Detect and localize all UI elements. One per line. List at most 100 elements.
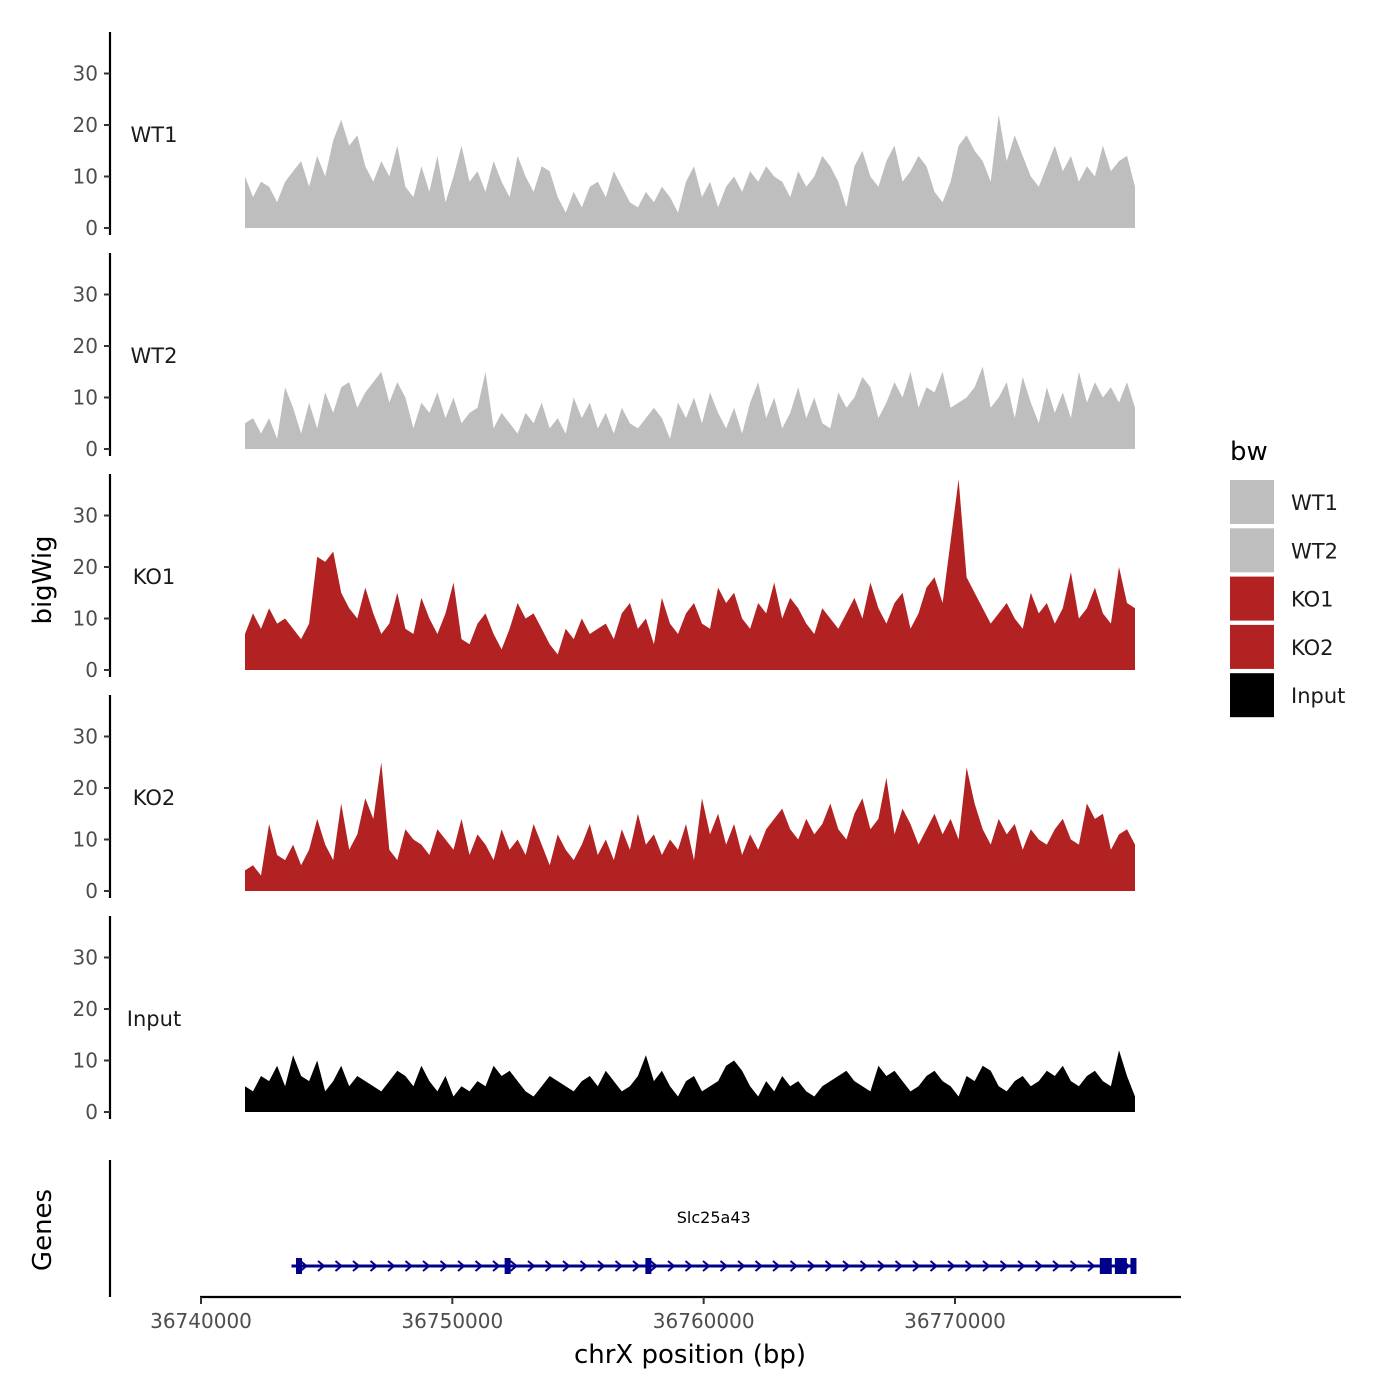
area-wt1 [245,114,1135,228]
exon [1099,1258,1112,1274]
y-tick-label: 20 [73,555,98,579]
y-tick-label: 0 [85,437,98,461]
strand-chevron [1052,1260,1061,1272]
legend-swatch-ko2 [1230,624,1274,669]
strand-chevron [492,1260,501,1272]
strand-chevron [789,1260,799,1272]
strand-chevron [597,1260,606,1272]
track-wt2: 0 10 20 30 WT2 [73,253,1135,461]
strand-chevron [422,1260,431,1272]
strand-chevron [824,1260,834,1272]
x-tick-label: 36750000 [401,1309,503,1333]
area-ko2 [245,762,1135,891]
strand-chevron [982,1260,991,1272]
y-tick-label: 10 [73,386,98,410]
y-tick-label: 30 [73,283,98,307]
track-label-wt2: WT2 [131,344,178,368]
strand-chevron [754,1260,764,1272]
y-tick-label: 20 [73,334,98,358]
strand-chevron [667,1260,676,1272]
genes-track: Slc25a43 [108,1160,1137,1297]
strand-chevron [1017,1260,1026,1272]
strand-chevron [772,1260,781,1272]
y-tick-label: 10 [73,828,98,852]
strand-chevron [509,1260,519,1272]
exon [296,1258,303,1274]
y-axis-title: bigWig [28,535,58,624]
strand-chevron [404,1260,414,1272]
y-tick-label: 0 [85,1100,98,1124]
legend-swatch-wt1 [1230,480,1274,524]
exon [504,1258,511,1274]
y-tick-label: 20 [73,113,98,137]
strand-chevron [632,1260,641,1272]
strand-chevron [457,1260,466,1272]
y-tick-label: 30 [73,725,98,749]
legend-label-input: Input [1291,684,1345,708]
exon [1114,1258,1127,1274]
y-tick-label: 10 [73,165,98,189]
strand-chevron [474,1260,484,1272]
legend-label-ko2: KO2 [1291,636,1334,660]
legend: bw WT1 WT2 KO1 KO2 Input [1230,437,1345,718]
y-tick-label: 30 [73,504,98,528]
exon [645,1258,652,1274]
gene-label: Slc25a43 [677,1208,751,1227]
track-input: 0 10 20 30 Input [73,916,1135,1124]
y-tick-label: 0 [85,879,98,903]
strand-chevron [544,1260,554,1272]
strand-chevron [842,1260,851,1272]
strand-chevron [894,1260,904,1272]
track-ko2: 0 10 20 30 KO2 [73,695,1135,903]
strand-chevron [964,1260,974,1272]
track-wt1: 0 10 20 30 WT1 [73,32,1135,240]
strand-chevron [614,1260,624,1272]
strand-chevron [702,1260,711,1272]
strand-chevron [807,1260,816,1272]
exon [1130,1258,1137,1274]
strand-chevron [1034,1260,1044,1272]
y-tick-label: 20 [73,776,98,800]
y-tick-label: 0 [85,216,98,240]
strand-chevron [649,1260,659,1272]
track-label-input: Input [127,1007,181,1031]
y-tick-label: 30 [73,62,98,86]
legend-swatch-wt2 [1230,528,1274,573]
strand-chevron [369,1260,379,1272]
y-tick-label: 10 [73,1049,98,1073]
x-axis-title: chrX position (bp) [574,1340,806,1370]
strand-chevron [999,1260,1009,1272]
strand-chevron [299,1260,309,1272]
y-tick-label: 20 [73,997,98,1021]
legend-swatch-input [1230,673,1274,718]
strand-chevron [439,1260,449,1272]
strand-chevron [859,1260,869,1272]
strand-chevron [1069,1260,1079,1272]
track-label-wt1: WT1 [131,123,178,147]
legend-label-ko1: KO1 [1291,588,1334,612]
strand-chevron [317,1260,326,1272]
strand-chevron [737,1260,746,1272]
area-wt2 [245,366,1135,449]
strand-chevron [929,1260,939,1272]
y-tick-label: 0 [85,658,98,682]
strand-chevron [527,1260,536,1272]
strand-chevron [334,1260,344,1272]
x-axis: 36740000 36750000 36760000 36770000 [150,1295,1181,1333]
genes-axis-title: Genes [28,1189,58,1271]
tracks-layer: 0 10 20 30 WT1 0 10 20 30 WT2 0 10 20 30 KO1 0 10 20 30 KO2… [73,32,1135,1124]
track-label-ko2: KO2 [133,786,176,810]
y-tick-label: 30 [73,946,98,970]
strand-chevron [719,1260,729,1272]
strand-chevron [877,1260,886,1272]
legend-label-wt2: WT2 [1291,539,1338,563]
x-tick-label: 36740000 [150,1309,252,1333]
track-ko1: 0 10 20 30 KO1 [73,474,1135,682]
x-tick-label: 36770000 [904,1309,1006,1333]
legend-title: bw [1230,437,1268,467]
y-tick-label: 10 [73,607,98,631]
track-label-ko1: KO1 [133,565,176,589]
strand-chevron [1087,1260,1096,1272]
strand-chevron [387,1260,396,1272]
